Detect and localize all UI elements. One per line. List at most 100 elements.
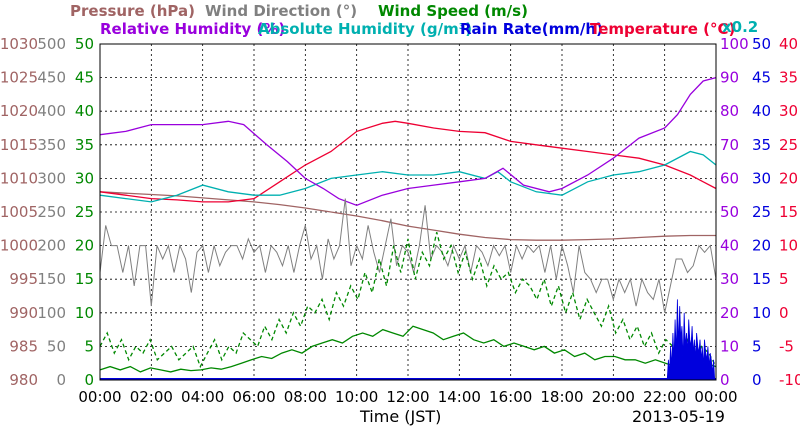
y-tick-label: 1005	[0, 203, 38, 221]
x-tick-label: 06:00	[232, 388, 275, 406]
series-wind-speed-avg	[99, 325, 717, 373]
y-tick-label: 980	[9, 371, 38, 389]
y-tick-label: 0	[752, 371, 762, 389]
y-tick-label: 40	[752, 102, 771, 120]
y-tick-label: 0	[56, 371, 66, 389]
grid	[100, 44, 716, 380]
y-tick-label: 990	[9, 304, 38, 322]
series-rain-rate	[666, 299, 716, 381]
x-tick-label: 22:00	[643, 388, 686, 406]
y-tick-label: 50	[75, 35, 94, 53]
series-absolute-humidity-x0-2	[99, 150, 717, 203]
x-tick-label: 00:00	[78, 388, 121, 406]
y-tick-label: 90	[720, 69, 739, 87]
y-tick-label: 1020	[0, 102, 38, 120]
y-tick-label: 20	[779, 169, 798, 187]
y-tick-label: 25	[779, 136, 798, 154]
y-tick-label: 45	[75, 69, 94, 87]
y-tick-label: 40	[779, 35, 798, 53]
legend-absolute-humidity: Absolute Humidity (g/m³)	[258, 20, 472, 38]
y-tick-label: 35	[75, 136, 94, 154]
y-tick-label: 25	[752, 203, 771, 221]
x-tick-label: 00:00	[694, 388, 737, 406]
y-tick-label: 15	[779, 203, 798, 221]
y-tick-label: 40	[720, 237, 739, 255]
x-tick-label: 20:00	[592, 388, 635, 406]
y-tick-label: 1000	[0, 237, 38, 255]
series-pressure	[99, 191, 716, 241]
y-tick-label: 500	[37, 35, 66, 53]
y-tick-label: 25	[75, 203, 94, 221]
x-tick-label: 08:00	[284, 388, 327, 406]
x-tick-label: 18:00	[540, 388, 583, 406]
y-tick-label: 1010	[0, 169, 38, 187]
plot-frame	[99, 43, 717, 381]
y-tick-label: 15	[75, 270, 94, 288]
series-wind-direction	[99, 198, 717, 313]
x-tick-label: 16:00	[489, 388, 532, 406]
y-tick-label: 5	[752, 337, 762, 355]
y-tick-label: 400	[37, 102, 66, 120]
y-tick-label: 45	[752, 69, 771, 87]
y-tick-label: 300	[37, 169, 66, 187]
legend-wind-direction: Wind Direction (°)	[205, 2, 357, 20]
y-tick-label: 80	[720, 102, 739, 120]
x-axis: 00:00 02:00 04:00 06:00 08:00 10:00 12:00 14:00…	[78, 388, 737, 406]
y-tick-label: 35	[779, 69, 798, 87]
x-tick-label: 02:00	[130, 388, 173, 406]
series-wind-speed-max	[99, 232, 717, 369]
y-tick-label: 0	[779, 304, 789, 322]
legend-wind-speed: Wind Speed (m/s)	[378, 2, 528, 20]
y-tick-label: 30	[779, 102, 798, 120]
y-tick-label: 10	[752, 304, 771, 322]
legend-rain-rate: Rain Rate(mm/h)	[460, 20, 603, 38]
y-tick-label: 150	[37, 270, 66, 288]
y-tick-label: 20	[752, 237, 771, 255]
y-tick-label: 60	[720, 169, 739, 187]
legend-relative-humidity: Relative Humidity (%)	[100, 20, 285, 38]
y-tick-label: 10	[720, 337, 739, 355]
y-tick-label: 50	[720, 203, 739, 221]
y-tick-label: 50	[47, 337, 66, 355]
series-temperature	[99, 120, 717, 203]
y-tick-label: 250	[37, 203, 66, 221]
y-tick-label: 70	[720, 136, 739, 154]
y-tick-label: 5	[779, 270, 789, 288]
x-tick-label: 14:00	[438, 388, 481, 406]
y-tick-label: 1025	[0, 69, 38, 87]
legend-pressure: Pressure (hPa)	[70, 2, 195, 20]
date-label: 2013-05-19	[632, 407, 725, 426]
y-tick-label: 1030	[0, 35, 38, 53]
legend-temperature: Temperature (°C)	[590, 20, 735, 38]
y-axes: 1030102510201015101010051000995990985980…	[0, 35, 800, 389]
y-tick-label: 100	[37, 304, 66, 322]
y-tick-label: 995	[9, 270, 38, 288]
legend-multiplier: x0.2	[722, 18, 758, 36]
y-tick-label: 985	[9, 337, 38, 355]
y-tick-label: 350	[37, 136, 66, 154]
y-tick-label: 5	[84, 337, 94, 355]
y-tick-label: -10	[779, 371, 800, 389]
y-tick-label: 30	[720, 270, 739, 288]
y-tick-label: 20	[75, 237, 94, 255]
y-tick-label: 10	[779, 237, 798, 255]
x-tick-label: 10:00	[335, 388, 378, 406]
y-tick-label: 50	[752, 35, 771, 53]
y-tick-label: 100	[720, 35, 749, 53]
x-tick-label: 12:00	[386, 388, 429, 406]
y-tick-label: 450	[37, 69, 66, 87]
y-tick-label: 15	[752, 270, 771, 288]
y-tick-label: 200	[37, 237, 66, 255]
y-tick-label: 10	[75, 304, 94, 322]
y-tick-label: 1015	[0, 136, 38, 154]
y-tick-label: 30	[75, 169, 94, 187]
y-tick-label: -5	[779, 337, 794, 355]
y-tick-label: 40	[75, 102, 94, 120]
data-series	[99, 76, 717, 381]
x-axis-label: Time (JST)	[359, 407, 441, 426]
y-tick-label: 0	[84, 371, 94, 389]
series-relative-humidity	[99, 76, 717, 206]
y-tick-label: 0	[720, 371, 730, 389]
y-tick-label: 35	[752, 136, 771, 154]
